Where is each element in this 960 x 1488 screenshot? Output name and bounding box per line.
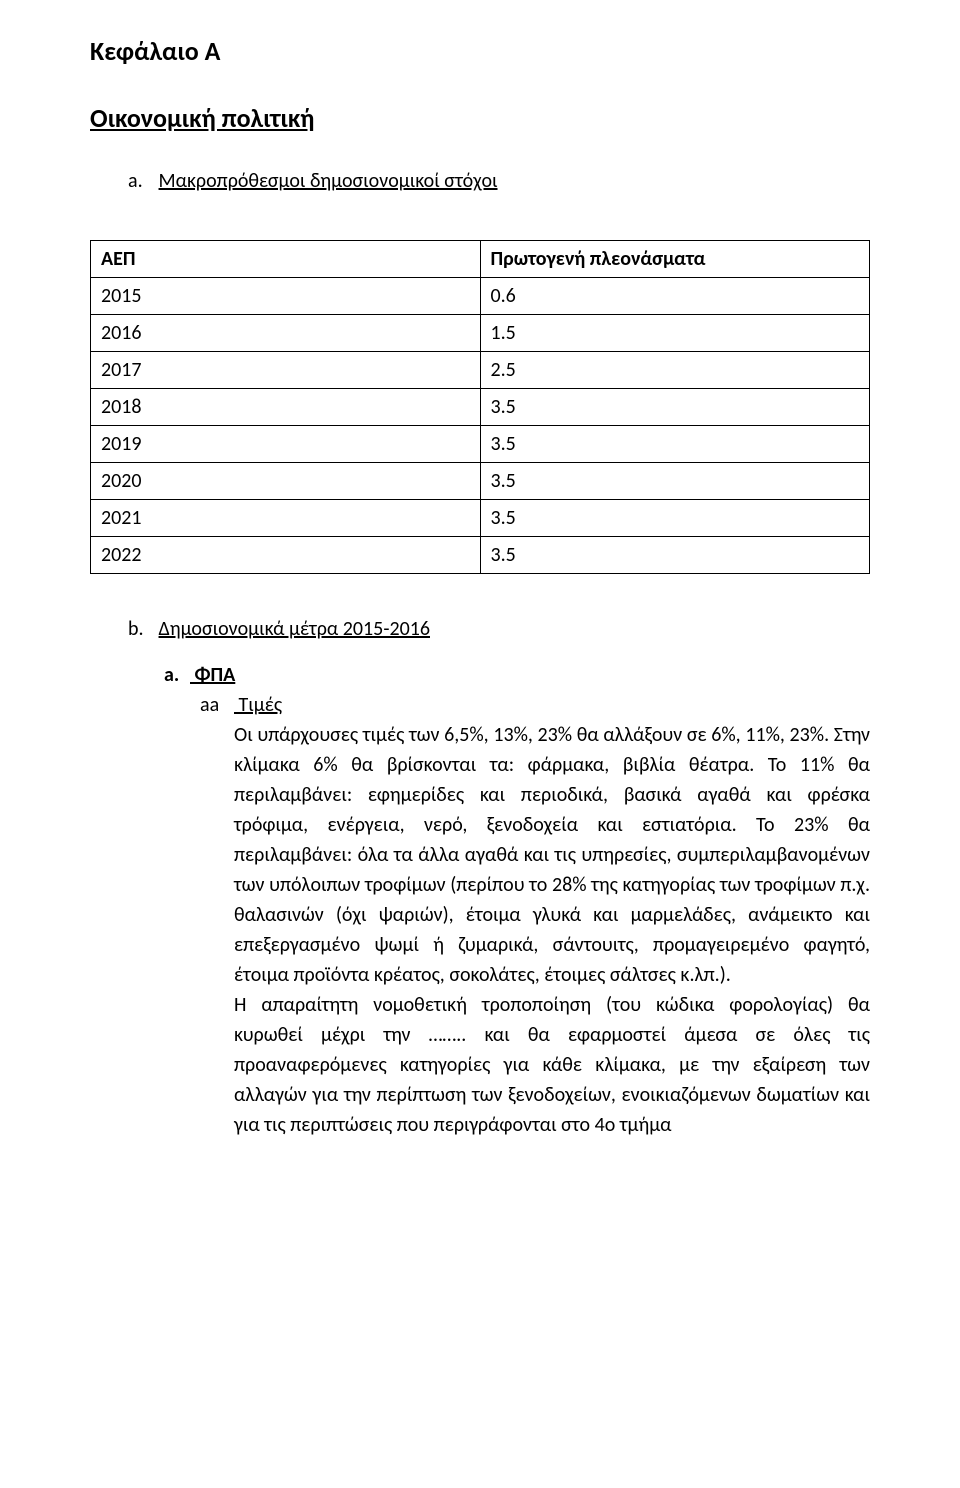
table-cell: 3.5 xyxy=(480,537,870,574)
table-row: 2015 0.6 xyxy=(91,278,870,315)
table-row: 2020 3.5 xyxy=(91,463,870,500)
table-header-col2: Πρωτογενή πλεονάσματα xyxy=(480,241,870,278)
table-row: 2016 1.5 xyxy=(91,315,870,352)
table-row: 2021 3.5 xyxy=(91,500,870,537)
subsection-b: b. Δημοσιονομικά μέτρα 2015-2016 xyxy=(128,614,870,644)
subsection-a-label: Μακροπρόθεσμοι δημοσιονομικοί στόχοι xyxy=(159,169,498,193)
table-cell: 2015 xyxy=(91,278,481,315)
table-cell: 0.6 xyxy=(480,278,870,315)
table-cell: 2016 xyxy=(91,315,481,352)
subsection-b-label: Δημοσιονομικά μέτρα 2015-2016 xyxy=(159,617,430,641)
table-cell: 2.5 xyxy=(480,352,870,389)
paragraph-2: Η απαραίτητη νομοθετική τροποποίηση (του… xyxy=(234,990,870,1140)
subsection-b-letter: b. xyxy=(128,614,154,644)
fpa-block: a. ΦΠΑ aa Τιμές Οι υπάρχουσες τιμές των … xyxy=(164,660,870,1140)
table-cell: 2018 xyxy=(91,389,481,426)
gdp-table: ΑΕΠ Πρωτογενή πλεονάσματα 2015 0.6 2016 … xyxy=(90,240,870,574)
table-cell: 2019 xyxy=(91,426,481,463)
aa-line: aa Τιμές xyxy=(200,690,870,720)
chapter-title: Κεφάλαιο Α xyxy=(90,32,870,71)
table-row: 2022 3.5 xyxy=(91,537,870,574)
table-cell: 3.5 xyxy=(480,500,870,537)
table-cell: 3.5 xyxy=(480,426,870,463)
table-header-row: ΑΕΠ Πρωτογενή πλεονάσματα xyxy=(91,241,870,278)
aa-label: Τιμές xyxy=(234,693,282,717)
subsection-a: a. Μακροπρόθεσμοι δημοσιονομικοί στόχοι xyxy=(128,166,870,196)
table-cell: 3.5 xyxy=(480,389,870,426)
table-cell: 1.5 xyxy=(480,315,870,352)
table-cell: 2022 xyxy=(91,537,481,574)
table-cell: 2021 xyxy=(91,500,481,537)
fpa-header: a. ΦΠΑ xyxy=(164,660,870,690)
subsection-a-letter: a. xyxy=(128,166,154,196)
table-cell: 3.5 xyxy=(480,463,870,500)
fpa-letter: a. xyxy=(164,660,190,690)
table-cell: 2020 xyxy=(91,463,481,500)
aa-letter: aa xyxy=(200,690,234,720)
table-header-col1: ΑΕΠ xyxy=(91,241,481,278)
table-row: 2017 2.5 xyxy=(91,352,870,389)
table-row: 2018 3.5 xyxy=(91,389,870,426)
table-row: 2019 3.5 xyxy=(91,426,870,463)
table-cell: 2017 xyxy=(91,352,481,389)
section-title: Οικονομική πολιτική xyxy=(90,99,870,138)
paragraph-1: Οι υπάρχουσες τιμές των 6,5%, 13%, 23% θ… xyxy=(234,720,870,990)
body-text: Οι υπάρχουσες τιμές των 6,5%, 13%, 23% θ… xyxy=(234,720,870,1140)
fpa-label: ΦΠΑ xyxy=(190,663,235,687)
